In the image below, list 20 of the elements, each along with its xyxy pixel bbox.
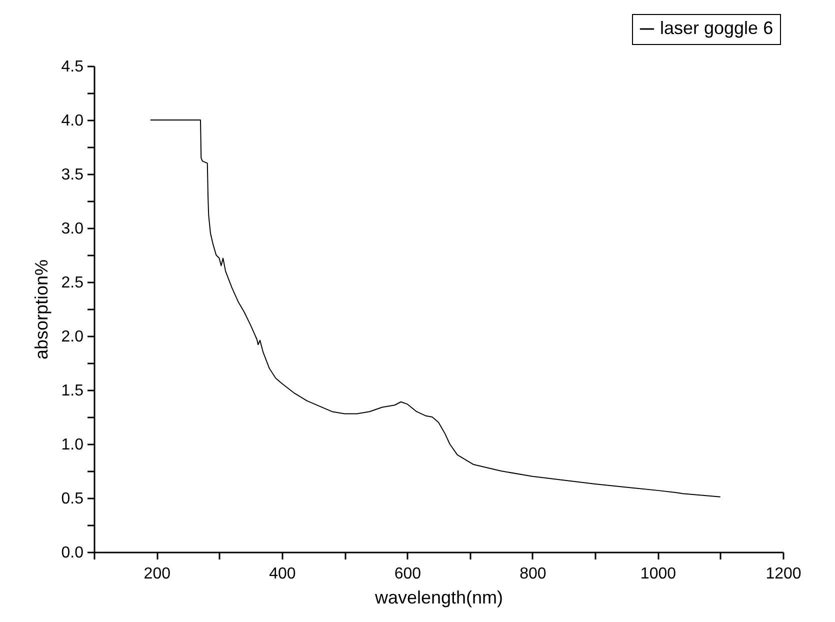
x-tick-label: 600 (394, 566, 422, 582)
y-tick-label: 3.0 (61, 220, 84, 238)
x-tick-label: 200 (144, 566, 171, 582)
y-tick-label: 4.5 (61, 58, 84, 76)
y-tick-label: 2.0 (61, 328, 84, 346)
x-tick-label: 1000 (640, 566, 676, 582)
y-tick-label: 2.5 (61, 274, 84, 292)
x-tick-label: 400 (269, 566, 296, 582)
y-axis-title: absorption% (31, 259, 52, 360)
y-tick-label: 1.5 (61, 382, 84, 400)
y-tick-label: 4.0 (61, 112, 84, 130)
y-tick-label: 3.5 (61, 166, 84, 184)
y-tick-label: 0.5 (61, 490, 84, 508)
y-tick-label: 0.0 (61, 544, 84, 562)
x-axis-title: wavelength(nm) (374, 588, 504, 608)
x-tick-label: 1200 (766, 566, 802, 582)
line-series (150, 120, 721, 498)
x-tick-label: 800 (520, 566, 546, 582)
y-tick-label: 1.0 (61, 436, 84, 454)
legend-label: laser goggle 6 (660, 18, 774, 38)
